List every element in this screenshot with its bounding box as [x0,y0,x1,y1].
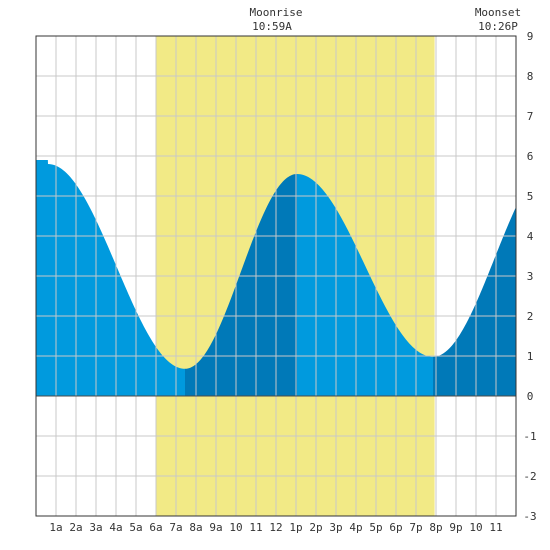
moonrise-time: 10:59A [252,20,292,33]
falling-tide-segment [297,174,433,396]
x-tick-label: 9p [449,521,462,534]
moonset-title: Moonset [475,6,521,19]
x-tick-label: 1a [49,521,62,534]
y-tick-label: 3 [527,270,534,283]
x-tick-label: 12 [269,521,282,534]
x-tick-label: 11 [489,521,502,534]
y-tick-label: 9 [527,30,534,43]
y-tick-label: 6 [527,150,534,163]
y-tick-label: 7 [527,110,534,123]
y-tick-label: 8 [527,70,534,83]
x-tick-label: 2p [309,521,322,534]
x-tick-label: 4p [349,521,362,534]
x-tick-label: 8a [189,521,202,534]
x-tick-label: 7p [409,521,422,534]
y-tick-label: 5 [527,190,534,203]
moonset-time: 10:26P [478,20,518,33]
rising-tide-segment [433,207,516,396]
x-tick-label: 2a [69,521,82,534]
x-tick-label: 6p [389,521,402,534]
x-tick-label: 9a [209,521,222,534]
y-tick-label: -3 [523,510,536,523]
x-tick-label: 6a [149,521,162,534]
falling-tide-segment [36,160,48,396]
x-tick-label: 5p [369,521,382,534]
y-tick-label: 1 [527,350,534,363]
rising-tide-segment [185,174,297,396]
x-tick-label: 10 [469,521,482,534]
y-tick-label: 2 [527,310,534,323]
x-tick-label: 4a [109,521,122,534]
y-tick-label: 4 [527,230,534,243]
y-tick-label: -2 [523,470,536,483]
y-axis-ticks: -3 -2 -1 0 1 2 3 4 5 6 7 8 9 [523,30,536,523]
x-tick-label: 11 [249,521,262,534]
x-tick-label: 1p [289,521,302,534]
x-tick-label: 3a [89,521,102,534]
moonrise-title: Moonrise [250,6,303,19]
x-tick-label: 7a [169,521,182,534]
y-tick-label: 0 [527,390,534,403]
y-tick-label: -1 [523,430,536,443]
x-tick-label: 3p [329,521,342,534]
x-tick-label: 5a [129,521,142,534]
x-axis-ticks: 1a 2a 3a 4a 5a 6a 7a 8a 9a 10 11 12 1p 2p 3p 4p 5p 6p 7p 8p… [49,521,502,534]
x-tick-label: 8p [429,521,442,534]
x-tick-label: 10 [229,521,242,534]
plot-border [35,35,517,517]
